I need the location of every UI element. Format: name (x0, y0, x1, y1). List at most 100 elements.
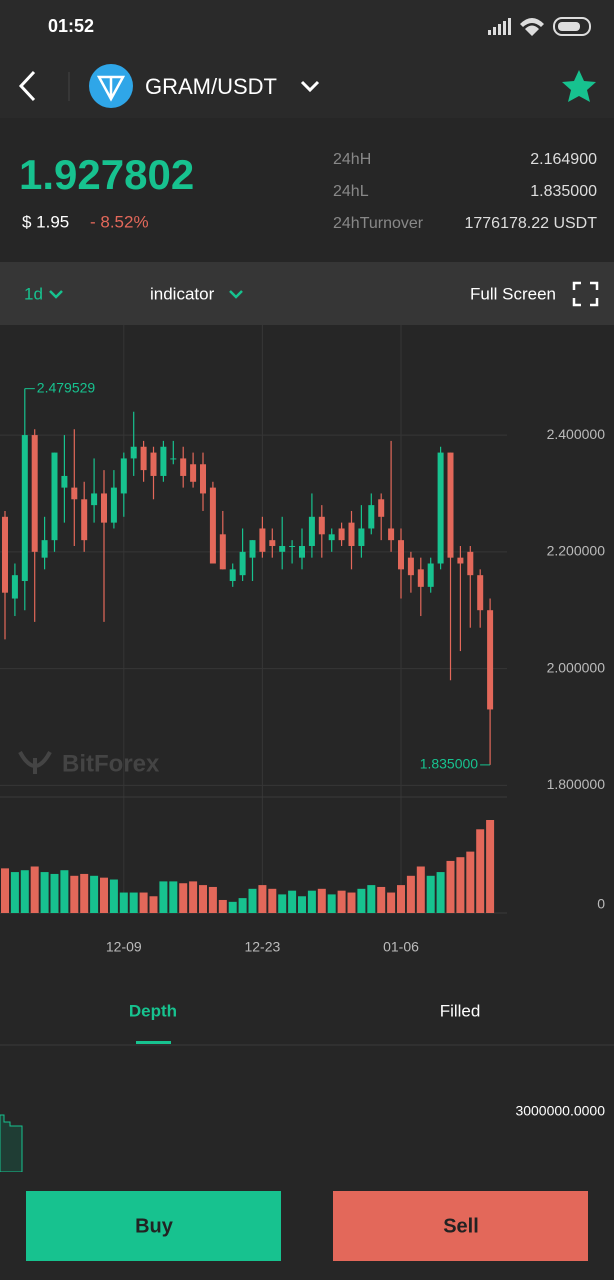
volume-bar (20, 870, 29, 913)
volume-bar (476, 829, 485, 913)
depth-area (0, 1114, 23, 1173)
tab-depth[interactable]: Depth (129, 1001, 177, 1020)
candle-body (328, 534, 335, 541)
volume-bar (60, 870, 69, 913)
candle-body (407, 557, 414, 576)
candle-body (71, 487, 78, 500)
candle-body (2, 516, 8, 593)
volume-bar (80, 873, 89, 913)
candle-body (170, 458, 177, 460)
watermark-logo (18, 751, 52, 774)
candle-body (190, 464, 197, 482)
candle-body (180, 458, 187, 476)
favorite-star[interactable] (562, 70, 596, 102)
low-label: 1.835000 (420, 756, 479, 772)
candle-body (160, 446, 167, 476)
candle-body (219, 534, 226, 570)
candle-body (279, 545, 286, 552)
volume-bar (258, 885, 267, 913)
toolbar (0, 262, 614, 325)
tab-filled[interactable]: Filled (440, 1001, 481, 1020)
candle-body (259, 528, 266, 552)
volume-bar (446, 860, 455, 913)
volume-bar (426, 875, 435, 913)
candle-body (299, 545, 305, 558)
volume-bar (199, 885, 207, 913)
candle-body (209, 487, 216, 564)
indicator-select[interactable]: indicator (150, 284, 215, 303)
buy-button[interactable] (26, 1191, 281, 1261)
candle-body (477, 575, 484, 611)
candle-body (120, 458, 127, 494)
candle-body (61, 475, 68, 488)
coin-logo (89, 64, 133, 108)
stat-label: 24hH (333, 151, 371, 168)
candle-body (318, 516, 325, 535)
y-tick-label: 1.800000 (547, 776, 606, 792)
indicator-arrow (229, 290, 243, 299)
sell-label[interactable]: Sell (443, 1215, 479, 1237)
buy-label[interactable]: Buy (135, 1215, 174, 1237)
y-tick-label: 2.000000 (547, 659, 606, 675)
x-tick-label: 12-09 (106, 939, 142, 955)
volume-bar (189, 881, 198, 913)
volume-bar (357, 888, 366, 913)
candle-body (269, 540, 276, 546)
volume-bar (486, 820, 495, 913)
back-button[interactable] (18, 70, 36, 102)
candle-body (249, 540, 256, 558)
price-change: - 8.52% (90, 212, 149, 231)
volume-bar (268, 888, 277, 913)
x-tick-label: 12-23 (244, 939, 280, 955)
fullscreen-button[interactable]: Full Screen (470, 284, 556, 303)
candle-body (229, 569, 236, 582)
volume-bar (466, 851, 475, 913)
volume-bar (90, 875, 99, 913)
candle-body (427, 563, 434, 587)
depth-label: 3000000.0000 (515, 1103, 605, 1119)
volume-bar (40, 872, 49, 913)
volume-bar (347, 892, 356, 913)
candle-body (101, 493, 107, 523)
candle-body (417, 569, 424, 587)
tab-indicator (136, 1041, 171, 1044)
stat-value: 1.835000 (530, 183, 597, 200)
interval-arrow (49, 290, 63, 299)
candle-body (140, 446, 147, 471)
volume-bar (456, 857, 465, 913)
pair-dropdown[interactable] (300, 80, 320, 93)
volume-bar (307, 890, 316, 913)
y-tick-label: 2.400000 (547, 426, 606, 442)
volume-bar (149, 896, 158, 913)
last-price: 1.927802 (19, 151, 194, 198)
volume-bar (317, 888, 326, 913)
volume-bar (208, 886, 217, 913)
usd-price: $ 1.95 (22, 212, 69, 231)
volume-bar (169, 881, 178, 913)
stat-label: 24hL (333, 183, 369, 200)
volume-bar (436, 872, 445, 913)
candle-body (200, 464, 206, 494)
candle-body (130, 446, 137, 459)
candle-body (368, 505, 375, 529)
volume-tick-label: 0 (597, 896, 605, 912)
volume-bar (139, 892, 148, 913)
volume-bar (10, 872, 19, 913)
candle-body (31, 435, 38, 552)
sell-button[interactable] (333, 1191, 588, 1261)
candle-body (150, 452, 157, 476)
candle-body (41, 540, 48, 558)
candle-body (348, 522, 355, 546)
candle-body (358, 528, 365, 546)
stat-label: 24hTurnover (333, 215, 424, 232)
volume-bar (377, 886, 386, 913)
volume-bar (70, 875, 79, 913)
volume-bar (119, 892, 128, 913)
candle-body (467, 551, 474, 576)
volume-bar (30, 866, 39, 913)
interval-select[interactable]: 1d (24, 284, 43, 303)
candle-body (51, 452, 58, 541)
volume-bar (248, 888, 257, 913)
pair-name[interactable]: GRAM/USDT (145, 74, 277, 99)
